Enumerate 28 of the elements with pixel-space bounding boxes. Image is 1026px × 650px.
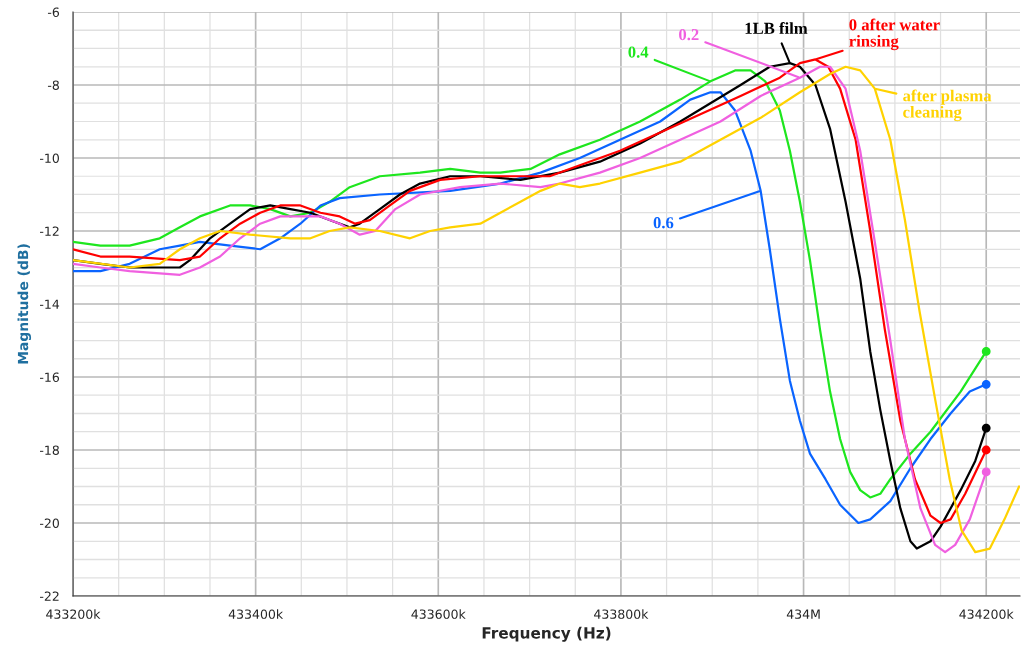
x-tick-label: 433600k	[411, 609, 466, 619]
y-tick-label: -8	[47, 80, 59, 90]
x-tick-label: 433800k	[594, 609, 649, 619]
y-tick-label: -18	[40, 445, 59, 455]
y-tick-label: -16	[40, 372, 60, 382]
point	[981, 423, 991, 433]
text: 0.2	[679, 28, 699, 41]
legend-label: after plasma cleaning	[903, 89, 992, 122]
y-tick-label: -6	[47, 7, 60, 17]
text: 0.4	[628, 46, 649, 58]
x-tick-label: 434M	[786, 609, 820, 619]
point	[981, 445, 991, 455]
text: 0.6	[653, 217, 674, 229]
y-tick-label: -22	[40, 591, 59, 601]
text: 1LB film	[745, 22, 808, 34]
y-tick-label: -10	[40, 153, 59, 163]
y-tick-label: -20	[40, 518, 59, 528]
y-tick-label: -14	[40, 299, 60, 309]
y-tick-label: -12	[40, 226, 59, 236]
point	[981, 347, 991, 356]
point	[981, 379, 991, 389]
x-tick-label: 434200k	[959, 609, 1014, 619]
y-axis-title: Magnitude (dB)	[17, 244, 32, 364]
point	[981, 467, 991, 477]
x-axis-title: Frequency (Hz)	[482, 626, 611, 642]
x-tick-label: 433400k	[228, 609, 284, 619]
x-tick-label: 433200k	[46, 609, 101, 619]
series-label: 0 after water rinsing	[849, 18, 940, 51]
